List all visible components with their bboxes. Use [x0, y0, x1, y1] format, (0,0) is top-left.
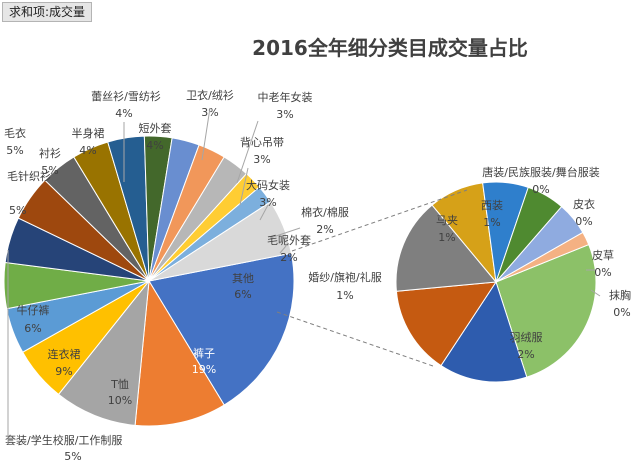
label-tube-top: 抹胸 0%	[609, 288, 631, 319]
sub-slice-0	[495, 243, 597, 378]
sub-slice-2	[395, 281, 497, 367]
label-vest: 马夹 1%	[436, 214, 458, 244]
label-jeans: 牛仔裤 6%	[17, 303, 50, 335]
label-plus-size: 大码女装 3%	[246, 178, 290, 209]
label-short-coat: 短外套 4%	[139, 121, 172, 152]
sub-slice-8	[495, 231, 590, 283]
leader-lines	[7, 107, 301, 444]
label-knit: 毛针织衫	[7, 169, 51, 183]
label-suit-uniform: 套装/学生校服/工作制服	[5, 433, 122, 447]
main-slice-2	[57, 279, 150, 426]
label-skirt: 半身裙 4%	[72, 126, 105, 157]
label-blazer: 西装 1%	[481, 199, 503, 229]
label-hoodie: 卫衣/绒衫 3%	[186, 88, 234, 119]
sub-slice-3	[395, 204, 497, 292]
label-dress: 连衣裙 9%	[48, 347, 81, 378]
main-pie	[3, 135, 295, 427]
field-button[interactable]: 求和项:成交量	[2, 2, 93, 22]
label-elderly: 中老年女装 3%	[258, 90, 313, 121]
secondary-leader-lines	[586, 269, 601, 297]
connector-line-top	[291, 189, 468, 252]
label-down-jacket: 羽绒服 2%	[510, 331, 543, 361]
label-knit-pct: 5%	[9, 204, 26, 217]
label-leather: 皮衣 0%	[573, 197, 595, 228]
chart-title: 2016全年细分类目成交量占比	[252, 36, 528, 60]
label-pants: 裤子 19%	[192, 346, 216, 376]
label-cotton-coat: 棉衣/棉服 2%	[301, 205, 349, 236]
sub-slice-1	[440, 280, 528, 383]
label-other: 其他 6%	[232, 272, 254, 301]
main-slice-1	[134, 279, 225, 427]
secondary-pie-labels: 羽绒服 2% 婚纱/旗袍/礼服 1% 马夹 1% 西装 1% 唐装/民族服装/舞台服装 0…	[308, 165, 631, 361]
label-wool-coat: 毛呢外套 2%	[267, 234, 311, 264]
label-sweater: 毛衣 5%	[4, 126, 26, 157]
secondary-pie	[395, 181, 597, 383]
main-pie-labels: 裤子 19% T恤 10% 连衣裙 9% 牛仔裤 6% 套装/学生校服/工作制服 5% …	[4, 88, 349, 463]
label-wedding: 婚纱/旗袍/礼服 1%	[308, 270, 381, 302]
label-suit-uniform-pct: 5%	[64, 450, 81, 463]
label-tang-suit: 唐装/民族服装/舞台服装 0%	[482, 165, 599, 196]
label-shirt: 衬衫 5%	[39, 147, 61, 177]
label-lace: 蕾丝衫/雪纺衫 4%	[91, 89, 161, 120]
main-slice-0	[148, 252, 295, 406]
label-fur: 皮草 0%	[592, 249, 614, 279]
main-slice-17	[148, 201, 292, 282]
label-tshirt: T恤 10%	[108, 378, 132, 407]
label-camisole: 背心吊带 3%	[240, 135, 284, 166]
